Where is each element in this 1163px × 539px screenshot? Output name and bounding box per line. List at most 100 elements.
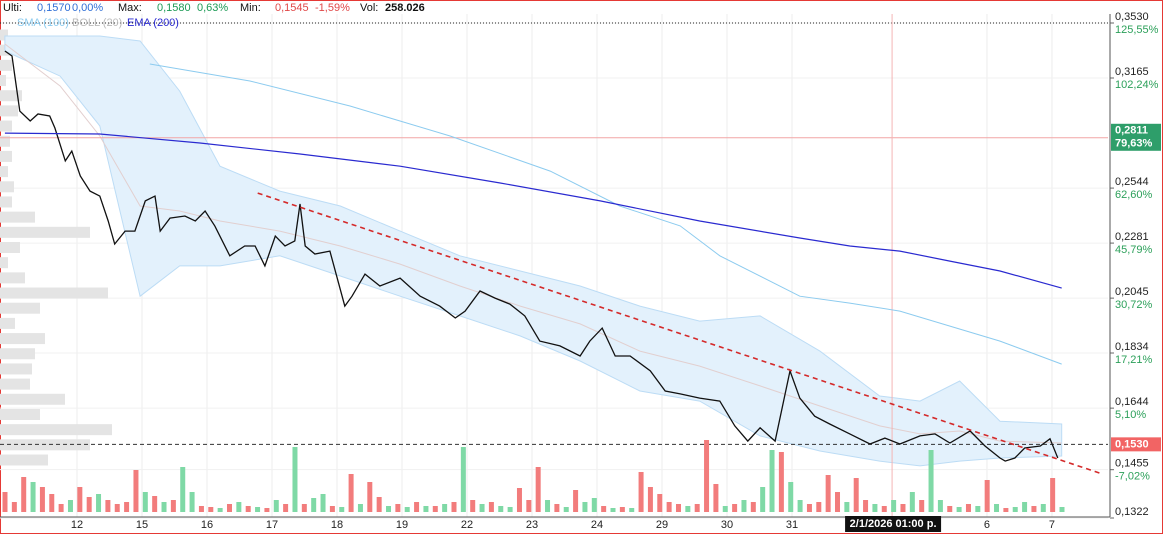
volume-bar: [788, 482, 794, 512]
volume-bar: [937, 500, 943, 512]
volume-bar: [432, 506, 438, 512]
price-label: 0,2811: [1115, 125, 1148, 137]
volume-bar: [825, 475, 831, 512]
volume-bar: [582, 502, 588, 512]
volume-bar: [124, 502, 130, 512]
volume-bar: [236, 502, 242, 512]
x-tick-label: 17: [266, 519, 278, 531]
x-tick-label: 6: [984, 519, 990, 531]
y-tick-label: 0,1834: [1115, 341, 1149, 353]
volume-profile-bar: [0, 424, 112, 436]
volume-bar: [395, 504, 401, 512]
price-label-box: [1111, 437, 1161, 452]
volume-bar: [114, 504, 120, 512]
volume-bar: [357, 504, 363, 512]
volume-bar: [965, 504, 971, 512]
volume-bar: [638, 472, 644, 512]
volume-bar: [909, 492, 915, 512]
y-tick-sublabel: -7,02%: [1115, 471, 1150, 483]
volume-bar: [535, 467, 541, 512]
legend-entry: SMA (100): [17, 17, 69, 29]
volume-bar: [797, 500, 803, 512]
volume-bar: [573, 490, 579, 512]
volume-bar: [694, 504, 700, 512]
x-tick-label: 18: [331, 519, 343, 531]
volume-profile-bar: [0, 120, 12, 132]
y-tick-label: 0,1322: [1115, 506, 1149, 518]
volume-bar: [675, 504, 681, 512]
volume-profile-bar: [0, 363, 32, 375]
volume-bar: [404, 507, 410, 512]
volume-bar: [161, 502, 167, 512]
volume-bar: [386, 506, 392, 512]
volume-bar: [30, 482, 36, 512]
volume-bar: [498, 506, 504, 512]
volume-bar: [507, 507, 513, 512]
volume-bar: [685, 506, 691, 512]
volume-bar: [348, 474, 354, 512]
volume-bar: [741, 500, 747, 512]
volume-bar: [245, 506, 251, 512]
volume-bar: [152, 496, 158, 512]
volume-profile-bar: [0, 90, 22, 102]
trendline: [257, 192, 1101, 474]
volume-bar: [86, 497, 92, 512]
volume-bar: [67, 500, 73, 512]
volume-bar: [591, 498, 597, 512]
x-tick-label: 23: [526, 519, 538, 531]
last-change: 0,00%: [72, 2, 103, 14]
volume-bar: [339, 507, 345, 512]
volume-bar: [460, 447, 466, 512]
volume-bar: [451, 502, 457, 512]
volume-bar: [713, 484, 719, 512]
volume-bar: [142, 492, 148, 512]
volume-bar: [470, 500, 476, 512]
price-sublabel: 79,63%: [1115, 138, 1153, 150]
x-tick-label: 19: [396, 519, 408, 531]
y-tick-label: 0,3165: [1115, 66, 1149, 78]
volume-bar: [96, 494, 102, 512]
volume-bar: [367, 482, 373, 512]
x-tick-label: 7: [1049, 519, 1055, 531]
volume-bar: [806, 504, 812, 512]
legend-entry: EMA (200): [127, 17, 179, 29]
volume-bar: [1050, 478, 1056, 512]
volume-bar: [619, 507, 625, 512]
x-tick-label: 29: [656, 519, 668, 531]
volume-bar: [526, 500, 532, 512]
volume-bar: [58, 504, 64, 512]
volume-bar: [881, 506, 887, 512]
volume-bar: [2, 492, 8, 512]
volume-bar: [189, 492, 195, 512]
price-label-box: [1111, 123, 1161, 151]
volume-profile-bar: [0, 105, 18, 117]
volume-bar: [629, 508, 635, 512]
volume-profile-bar: [0, 272, 25, 284]
volume-bar: [217, 508, 223, 512]
crosshair-label: 2/1/2026 01:00 p.: [850, 518, 937, 530]
volume-bar: [311, 498, 317, 512]
y-tick-label: 0,2544: [1115, 176, 1149, 188]
volume-bar: [919, 500, 925, 512]
y-tick-label: 0,2045: [1115, 286, 1149, 298]
volume-bar: [11, 502, 17, 512]
header: Ulti: 0,1570 0,00% Max: 0,1580 0,63% Min…: [3, 2, 425, 14]
volume-profile-bar: [0, 393, 65, 405]
volume-bar: [947, 506, 953, 512]
volume-profile-bar: [0, 29, 8, 41]
volume-profile-bar: [0, 257, 8, 269]
min-value: 0,1545: [275, 2, 309, 14]
volume-profile-bar: [0, 378, 30, 390]
volume-bar: [442, 504, 448, 512]
volume-bar: [816, 502, 822, 512]
volume-bar: [479, 504, 485, 512]
series-line: [149, 63, 1062, 365]
volume-bar: [283, 504, 289, 512]
price-label: 0,1530: [1115, 438, 1149, 450]
volume-profile-bar: [0, 226, 90, 238]
volume-bar: [1003, 508, 1009, 512]
volume-bar: [900, 504, 906, 512]
volume-bar: [376, 497, 382, 512]
volume-bar: [77, 487, 83, 512]
